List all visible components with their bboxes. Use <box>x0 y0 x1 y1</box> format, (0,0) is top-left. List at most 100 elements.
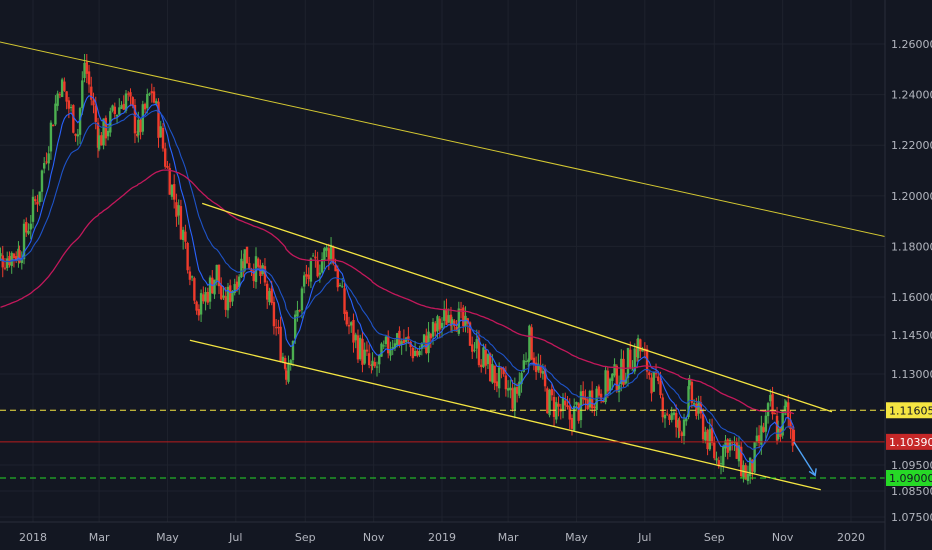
candle[interactable] <box>626 347 630 387</box>
candle[interactable] <box>422 334 426 349</box>
candle[interactable] <box>233 278 236 296</box>
candle[interactable] <box>181 226 185 250</box>
candle[interactable] <box>206 287 210 305</box>
price-tag[interactable]: 1.09000 <box>886 470 932 486</box>
candle[interactable] <box>704 426 707 444</box>
candle[interactable] <box>289 359 292 371</box>
candle[interactable] <box>546 386 549 414</box>
candle[interactable] <box>473 342 476 353</box>
candle[interactable] <box>10 251 13 274</box>
candle[interactable] <box>515 383 519 403</box>
candle[interactable] <box>69 104 73 112</box>
candle[interactable] <box>65 91 68 110</box>
candle[interactable] <box>615 364 619 393</box>
candle[interactable] <box>356 329 360 363</box>
candle[interactable] <box>373 357 376 369</box>
candle[interactable] <box>620 349 623 392</box>
candle[interactable] <box>300 286 304 319</box>
candle[interactable] <box>537 353 540 373</box>
candle[interactable] <box>757 425 761 449</box>
candle[interactable] <box>445 298 448 325</box>
candle[interactable] <box>493 365 496 391</box>
candle[interactable] <box>528 324 531 363</box>
candle[interactable] <box>552 388 556 427</box>
candle[interactable] <box>152 86 156 104</box>
candle[interactable] <box>400 338 403 355</box>
candle[interactable] <box>311 252 315 257</box>
candle[interactable] <box>654 363 658 378</box>
candle[interactable] <box>407 327 410 344</box>
candle[interactable] <box>40 169 44 202</box>
candle[interactable] <box>195 300 198 315</box>
candle[interactable] <box>60 77 64 98</box>
candle[interactable] <box>272 296 276 335</box>
candle[interactable] <box>509 379 512 399</box>
candle[interactable] <box>491 354 494 385</box>
candle[interactable] <box>281 352 285 364</box>
candle[interactable] <box>666 409 669 416</box>
candle[interactable] <box>570 414 574 436</box>
candle[interactable] <box>457 301 461 336</box>
candle[interactable] <box>222 286 225 301</box>
candle[interactable] <box>735 437 738 460</box>
candle[interactable] <box>566 395 569 410</box>
candle[interactable] <box>47 146 50 171</box>
candle[interactable] <box>72 104 75 134</box>
candle[interactable] <box>482 343 485 369</box>
candle[interactable] <box>363 342 366 366</box>
candle[interactable] <box>29 214 32 240</box>
candle[interactable] <box>224 286 227 317</box>
candle[interactable] <box>120 101 123 110</box>
candle[interactable] <box>378 354 381 373</box>
candle[interactable] <box>199 289 203 323</box>
candle[interactable] <box>425 328 428 355</box>
candle[interactable] <box>590 381 594 413</box>
candle[interactable] <box>323 246 326 270</box>
candle[interactable] <box>393 339 397 351</box>
candle[interactable] <box>506 380 510 398</box>
candle[interactable] <box>779 426 782 442</box>
candle[interactable] <box>3 258 7 271</box>
candle[interactable] <box>661 393 664 423</box>
candle[interactable] <box>365 341 369 356</box>
candle[interactable] <box>680 430 683 444</box>
candle[interactable] <box>309 257 313 289</box>
candle[interactable] <box>766 401 770 424</box>
candle[interactable] <box>166 160 169 169</box>
candle[interactable] <box>606 367 610 399</box>
candle[interactable] <box>240 250 243 279</box>
candle[interactable] <box>755 427 759 447</box>
candle[interactable] <box>584 389 587 411</box>
candle[interactable] <box>384 335 388 348</box>
candle[interactable] <box>252 263 255 288</box>
candle[interactable] <box>391 339 394 356</box>
candle[interactable] <box>190 275 194 282</box>
candle[interactable] <box>717 456 720 469</box>
candle[interactable] <box>133 99 137 144</box>
candle[interactable] <box>184 224 187 249</box>
candle[interactable] <box>146 88 149 114</box>
candle[interactable] <box>248 256 251 270</box>
candle[interactable] <box>719 455 723 475</box>
price-tag[interactable]: 1.11605 <box>886 402 932 419</box>
candle[interactable] <box>418 345 421 357</box>
candle[interactable] <box>265 280 269 309</box>
candle[interactable] <box>213 279 216 299</box>
price-tag[interactable]: 1.10390 <box>886 433 932 450</box>
candle[interactable] <box>657 372 660 385</box>
candle[interactable] <box>81 71 84 115</box>
candle[interactable] <box>650 373 653 402</box>
candle[interactable] <box>447 308 450 324</box>
candle[interactable] <box>27 223 30 236</box>
candle[interactable] <box>229 279 232 309</box>
candle[interactable] <box>753 441 756 474</box>
candle[interactable] <box>257 257 260 271</box>
candle[interactable] <box>429 332 432 348</box>
candle[interactable] <box>371 352 374 371</box>
candle[interactable] <box>532 352 536 371</box>
candle[interactable] <box>722 444 725 472</box>
candle[interactable] <box>8 251 11 268</box>
candle[interactable] <box>157 98 160 148</box>
candle[interactable] <box>188 266 192 286</box>
candle[interactable] <box>100 132 103 146</box>
